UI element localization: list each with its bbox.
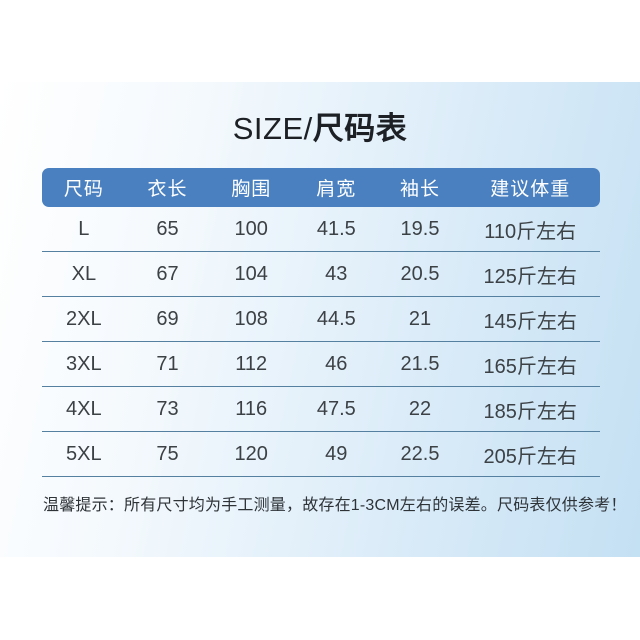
header-cell-shoulder: 肩宽 <box>316 179 357 200</box>
cell-weight: 185斤左右 <box>483 400 577 423</box>
cell-sleeve: 22 <box>408 397 432 420</box>
table-row: 3XL 71 112 46 21.5 165斤左右 <box>42 342 600 387</box>
header-cell-size: 尺码 <box>63 179 104 200</box>
cell-length: 71 <box>156 352 179 375</box>
cell-bust: 100 <box>234 217 268 240</box>
cell-shoulder: 43 <box>325 262 348 285</box>
cell-shoulder: 44.5 <box>316 307 356 330</box>
cell-sleeve: 20.5 <box>400 262 440 285</box>
table-header-row: 尺码 衣长 胸围 肩宽 袖长 建议体重 <box>42 168 600 207</box>
header-cell-weight: 建议体重 <box>490 179 571 200</box>
cell-shoulder: 49 <box>325 442 348 465</box>
cell-shoulder: 46 <box>325 352 348 375</box>
cell-size: 5XL <box>66 442 102 465</box>
cell-weight: 205斤左右 <box>483 445 577 468</box>
cell-sleeve: 21.5 <box>400 352 440 375</box>
cell-size: 2XL <box>66 307 102 330</box>
cell-size: XL <box>71 262 97 285</box>
cell-length: 67 <box>156 262 179 285</box>
cell-bust: 116 <box>235 397 268 420</box>
header-cell-length: 衣长 <box>147 179 188 200</box>
cell-bust: 104 <box>234 262 268 285</box>
table-row: 5XL 75 120 49 22.5 205斤左右 <box>42 432 600 477</box>
cell-bust: 108 <box>234 307 268 330</box>
cell-sleeve: 21 <box>408 307 432 330</box>
cell-shoulder: 41.5 <box>316 217 356 240</box>
disclaimer-note: 温馨提示：所有尺寸均为手工测量，故存在1-3CM左右的误差。尺码表仅供参考！ <box>43 497 627 514</box>
cell-size: L <box>78 217 90 240</box>
cell-weight: 145斤左右 <box>483 310 577 333</box>
table-row: 4XL 73 116 47.5 22 185斤左右 <box>42 387 600 432</box>
cell-weight: 110斤左右 <box>484 220 577 243</box>
cell-length: 69 <box>156 307 179 330</box>
cell-weight: 125斤左右 <box>483 265 577 288</box>
page-title: SIZE/尺码表 <box>0 110 640 148</box>
cell-size: 3XL <box>66 352 102 375</box>
size-table: 尺码 衣长 胸围 肩宽 袖长 建议体重 L 65 100 41.5 19.5 1… <box>42 168 600 477</box>
title-cjk-part: 尺码表 <box>312 111 408 146</box>
table-row: L 65 100 41.5 19.5 110斤左右 <box>42 207 600 252</box>
header-cell-sleeve: 袖长 <box>399 179 440 200</box>
cell-bust: 112 <box>235 352 268 375</box>
cell-size: 4XL <box>66 397 102 420</box>
table-row: 2XL 69 108 44.5 21 145斤左右 <box>42 297 600 342</box>
background-gradient-panel <box>0 82 640 557</box>
cell-sleeve: 22.5 <box>400 442 440 465</box>
cell-length: 73 <box>156 397 179 420</box>
table-row: XL 67 104 43 20.5 125斤左右 <box>42 252 600 297</box>
cell-weight: 165斤左右 <box>483 355 577 378</box>
cell-bust: 120 <box>234 442 268 465</box>
cell-length: 65 <box>156 217 179 240</box>
header-cell-bust: 胸围 <box>231 179 272 200</box>
cell-length: 75 <box>156 442 179 465</box>
cell-sleeve: 19.5 <box>400 217 440 240</box>
title-latin-part: SIZE/ <box>232 111 313 146</box>
cell-shoulder: 47.5 <box>316 397 356 420</box>
